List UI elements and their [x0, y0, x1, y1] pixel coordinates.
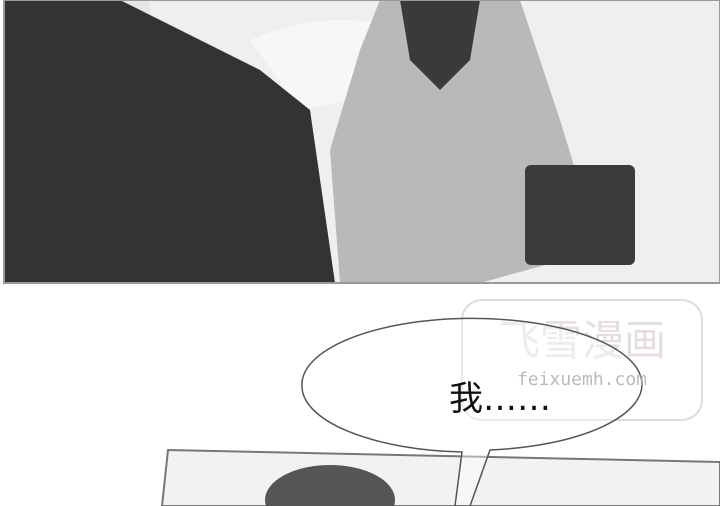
woman-hair	[400, 0, 480, 90]
watermark-frame	[461, 299, 703, 421]
top-panel	[3, 0, 720, 284]
watermark-title: 飞雪漫画	[498, 316, 666, 365]
bottom-panel	[160, 448, 720, 506]
panel-border	[3, 0, 720, 284]
man-head	[265, 465, 395, 506]
man-back	[4, 0, 335, 283]
lunch-box	[525, 165, 635, 265]
watermark-url: feixuemh.com	[517, 369, 647, 390]
speech-text: 我……	[449, 379, 551, 419]
watermark: 飞雪漫画	[461, 299, 703, 421]
panel-frame	[160, 448, 720, 506]
bubble-outline	[301, 317, 643, 506]
speech-bubble: 我……	[301, 317, 643, 506]
